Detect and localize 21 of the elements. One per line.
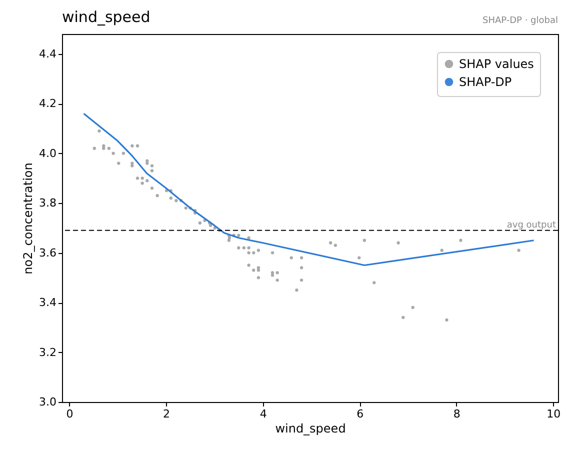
x-tick-label: 6 <box>356 408 364 420</box>
y-tick-label: 3.8 <box>39 196 56 210</box>
y-tick-label: 3.4 <box>39 296 56 310</box>
x-tick-label: 10 <box>546 408 561 420</box>
x-tick-label: 4 <box>260 408 267 420</box>
x-tick-label: 8 <box>453 408 460 420</box>
y-tick-label: 4.4 <box>39 47 56 60</box>
legend-label: SHAP-DP <box>459 75 512 89</box>
y-tick-label: 3.6 <box>39 246 56 260</box>
y-tick-label: 4.2 <box>39 97 56 110</box>
ref-line-label: avg output <box>506 220 556 230</box>
chart-title: wind_speed <box>62 8 150 26</box>
x-axis-title: wind_speed <box>275 422 346 436</box>
y-tick-label: 3.2 <box>39 346 56 359</box>
chart-subtitle: SHAP-DP · global <box>482 16 558 26</box>
x-tick-label: 2 <box>163 408 170 420</box>
y-tick-label: 4.0 <box>39 146 56 160</box>
x-tick-label: 0 <box>66 408 74 420</box>
y-axis-title: no2_concentration <box>21 162 36 274</box>
y-tick-label: 3.0 <box>39 396 56 408</box>
legend-label: SHAP values <box>459 57 534 71</box>
